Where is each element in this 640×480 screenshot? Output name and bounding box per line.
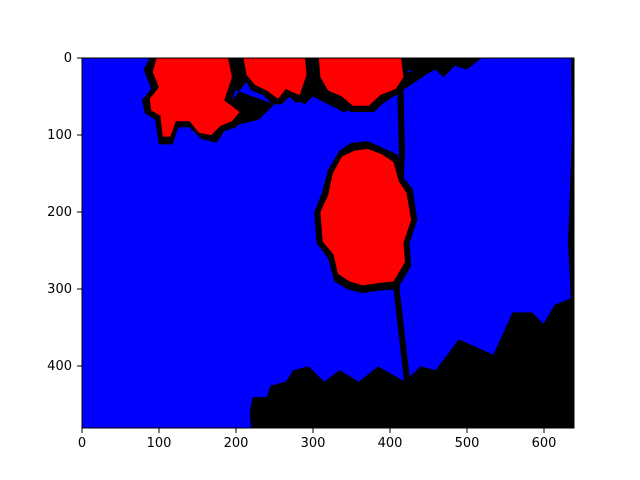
flower-petals-3 — [318, 58, 404, 106]
dark-region-bottom — [249, 296, 575, 428]
x-tick-label: 0 — [78, 436, 86, 451]
dark-right-edge — [568, 58, 575, 428]
image-plot-area — [82, 58, 575, 428]
flower-petals-1 — [149, 58, 240, 137]
x-tick-label: 100 — [147, 436, 172, 451]
x-tick-label: 600 — [532, 436, 557, 451]
y-tick-label: 300 — [47, 282, 72, 297]
dark-region-top-right — [404, 58, 482, 78]
flower-petals-2 — [243, 58, 307, 99]
x-axis: 0 100 200 300 400 500 600 — [78, 428, 557, 451]
x-tick-label: 200 — [224, 436, 249, 451]
y-tick-label: 0 — [64, 51, 72, 66]
x-tick-label: 500 — [455, 436, 480, 451]
y-tick-label: 100 — [47, 128, 72, 143]
x-tick-label: 300 — [301, 436, 326, 451]
y-tick-label: 400 — [47, 359, 72, 374]
y-axis: 0 100 200 300 400 — [47, 51, 82, 374]
flower-stem — [393, 88, 412, 390]
axes-frame — [81, 57, 575, 429]
y-tick-label: 200 — [47, 205, 72, 220]
x-tick-label: 400 — [378, 436, 403, 451]
flower-petals-4 — [320, 148, 412, 286]
